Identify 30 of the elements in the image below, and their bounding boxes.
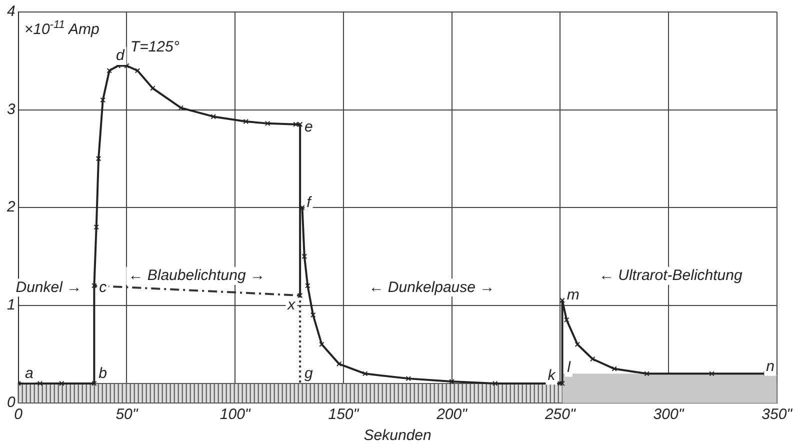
x-tick-label: 50" — [116, 406, 138, 424]
annotation: T=125° — [130, 38, 180, 56]
x-tick-label: 250" — [544, 406, 576, 424]
annotation: b — [98, 364, 108, 382]
annotation: g — [304, 364, 314, 382]
annotation: c — [99, 278, 108, 296]
annotation: Dunkel → — [16, 278, 82, 296]
y-tick-label: 0 — [7, 394, 16, 412]
annotation: ← Ultrarot-Belichtung — [598, 267, 743, 284]
annotation: f — [306, 194, 313, 211]
y-tick-label: 2 — [6, 198, 16, 216]
annotation: n — [766, 358, 774, 376]
annotation: l — [567, 358, 572, 376]
x-tick-label: 150" — [328, 406, 360, 424]
x-tick-label: 200" — [436, 406, 468, 424]
y-tick-label: 4 — [7, 3, 16, 20]
annotation: e — [304, 118, 313, 136]
x-tick-label: 350" — [762, 406, 793, 424]
y-tick-label: 1 — [7, 296, 16, 314]
x-tick-label: 100" — [220, 406, 251, 424]
annotation: ← Dunkelpause → — [368, 278, 495, 296]
y-tick-label: 3 — [7, 100, 16, 118]
x-tick-label: 300" — [653, 406, 684, 424]
annotation: x — [286, 296, 296, 314]
annotation: m — [566, 286, 580, 304]
annotation: a — [25, 364, 34, 382]
x-axis-title: Sekunden — [364, 427, 432, 444]
annotation: d — [116, 47, 126, 64]
annotation: k — [548, 366, 557, 384]
annotation: ← Blaubelichtung → — [128, 267, 265, 284]
